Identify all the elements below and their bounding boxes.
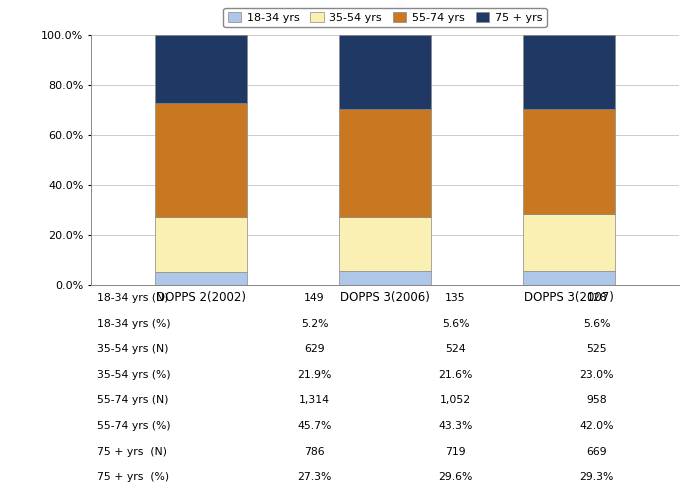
Text: 45.7%: 45.7% — [298, 421, 332, 431]
Text: 18-34 yrs (N): 18-34 yrs (N) — [97, 293, 169, 303]
Bar — [339, 271, 431, 285]
Text: 42.0%: 42.0% — [580, 421, 614, 431]
Bar — [155, 103, 247, 218]
Text: 786: 786 — [304, 446, 325, 456]
Text: 43.3%: 43.3% — [438, 421, 472, 431]
Text: 5.6%: 5.6% — [583, 318, 610, 328]
Bar — [339, 34, 431, 109]
Text: 55-74 yrs (%): 55-74 yrs (%) — [97, 421, 171, 431]
Legend: 18-34 yrs, 35-54 yrs, 55-74 yrs, 75 + yrs: 18-34 yrs, 35-54 yrs, 55-74 yrs, 75 + yr… — [223, 8, 547, 28]
Text: 21.9%: 21.9% — [298, 370, 332, 380]
Text: 21.6%: 21.6% — [438, 370, 472, 380]
Bar — [523, 108, 615, 214]
Text: 149: 149 — [304, 293, 325, 303]
Bar — [155, 272, 247, 285]
Text: 75 + yrs  (%): 75 + yrs (%) — [97, 472, 169, 482]
Bar — [523, 214, 615, 271]
Bar — [523, 36, 615, 109]
Text: 23.0%: 23.0% — [580, 370, 614, 380]
Bar — [339, 217, 431, 271]
Text: 55-74 yrs (N): 55-74 yrs (N) — [97, 396, 169, 406]
Bar — [155, 218, 247, 272]
Text: 1,052: 1,052 — [440, 396, 471, 406]
Bar — [523, 271, 615, 285]
Text: 629: 629 — [304, 344, 325, 354]
Text: 128: 128 — [587, 293, 607, 303]
Text: 75 + yrs  (N): 75 + yrs (N) — [97, 446, 167, 456]
Bar — [339, 109, 431, 217]
Text: 18-34 yrs (%): 18-34 yrs (%) — [97, 318, 171, 328]
Text: 719: 719 — [445, 446, 466, 456]
Text: 135: 135 — [445, 293, 466, 303]
Text: 525: 525 — [587, 344, 607, 354]
Text: 35-54 yrs (%): 35-54 yrs (%) — [97, 370, 171, 380]
Bar — [155, 34, 247, 103]
Text: 5.6%: 5.6% — [442, 318, 469, 328]
Text: 29.6%: 29.6% — [438, 472, 472, 482]
Text: 958: 958 — [587, 396, 607, 406]
Text: 29.3%: 29.3% — [580, 472, 614, 482]
Text: 5.2%: 5.2% — [301, 318, 328, 328]
Text: 27.3%: 27.3% — [298, 472, 332, 482]
Text: 1,314: 1,314 — [299, 396, 330, 406]
Text: 669: 669 — [587, 446, 607, 456]
Text: 524: 524 — [445, 344, 466, 354]
Text: 35-54 yrs (N): 35-54 yrs (N) — [97, 344, 169, 354]
